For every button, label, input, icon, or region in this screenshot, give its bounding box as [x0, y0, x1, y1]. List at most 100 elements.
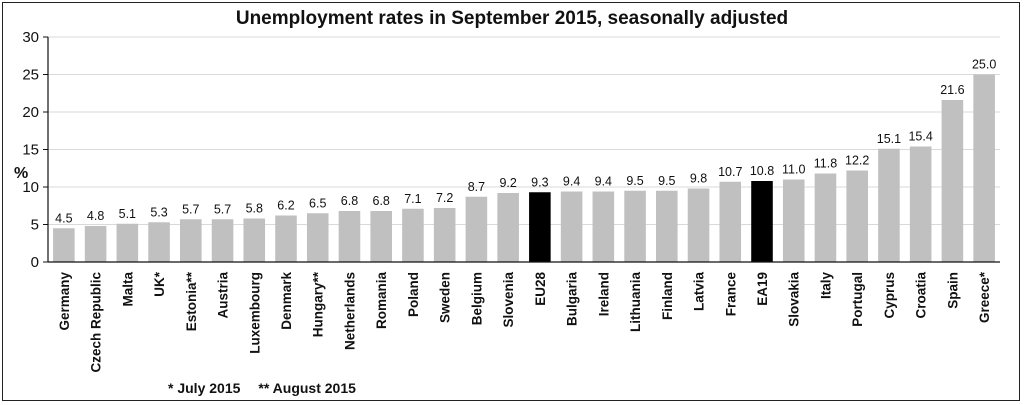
bar-netherlands: [338, 211, 361, 262]
x-tick-label: Croatia: [914, 272, 929, 319]
bar-ea19: [751, 181, 773, 262]
x-tick-label: Spain: [945, 272, 960, 309]
x-tick-label: Malta: [120, 272, 135, 307]
data-label: 10.8: [750, 164, 774, 178]
data-label: 5.8: [246, 202, 263, 216]
bar-belgium: [465, 196, 488, 262]
x-tick-label: Germany: [57, 272, 72, 331]
bar-ireland: [592, 191, 615, 262]
bar-croatia: [909, 146, 932, 262]
y-tick-label: 5: [31, 217, 39, 234]
x-tick-label: Luxembourg: [247, 272, 262, 354]
x-tick-label: Hungary**: [311, 271, 326, 337]
bar-hungary: [306, 213, 329, 262]
data-label: 9.5: [658, 174, 675, 188]
data-label: 10.7: [718, 165, 742, 179]
x-tick-label: Slovakia: [787, 272, 802, 327]
data-label: 6.5: [309, 196, 326, 210]
bar-denmark: [275, 215, 297, 262]
y-axis-label: %: [14, 165, 28, 182]
bar-spain: [941, 100, 964, 262]
data-label: 5.7: [214, 202, 231, 216]
x-tick-label: France: [723, 272, 738, 317]
gridlines: [48, 36, 1000, 225]
bar-eu28: [529, 192, 551, 262]
bar-bulgaria: [560, 191, 583, 262]
data-label: 9.2: [499, 176, 516, 190]
x-tick-label: Finland: [660, 272, 675, 320]
x-tick-label: Czech Republic: [89, 272, 104, 373]
data-label: 9.4: [563, 175, 580, 189]
data-label: 5.3: [150, 205, 167, 219]
y-tick-label: 20: [22, 104, 39, 121]
data-label: 5.1: [119, 207, 136, 221]
y-tick-label: 25: [22, 67, 39, 84]
y-tick-label: 30: [22, 29, 39, 46]
bar-greece: [973, 74, 995, 262]
data-label: 9.4: [595, 175, 612, 189]
x-tick-label: EU28: [533, 272, 548, 306]
y-tick-label: 10: [22, 179, 39, 196]
data-labels: 4.5 4.8 5.1 5.3 5.7 5.7 5.8 6.2 6.5 6.8 6.8 7.1 7.2 8…: [55, 58, 996, 226]
x-tick-label: Greece*: [977, 271, 992, 323]
y-tick-label: 15: [22, 142, 39, 159]
data-label: 4.8: [87, 209, 104, 223]
data-label: 15.1: [877, 132, 901, 146]
bar-malta: [116, 223, 139, 262]
x-tick-label: Sweden: [438, 272, 453, 323]
bar-portugal: [846, 170, 868, 262]
bar-germany: [53, 228, 75, 262]
data-label: 25.0: [972, 58, 996, 72]
bar-slovenia: [497, 193, 519, 262]
bar-finland: [656, 190, 678, 262]
bar-france: [719, 181, 742, 262]
data-label: 11.8: [814, 157, 837, 171]
data-label: 6.8: [373, 194, 390, 208]
bar-estonia: [180, 219, 202, 262]
data-label: 7.1: [404, 192, 421, 206]
data-label: 6.2: [277, 199, 294, 213]
bar-slovakia: [782, 179, 805, 262]
x-tick-label: Romania: [374, 272, 389, 330]
axes: 0 5 10 15 20 25 30: [22, 29, 1000, 271]
data-label: 6.8: [341, 194, 358, 208]
footnote-july: * July 2015: [168, 380, 241, 396]
x-tick-label: Poland: [406, 272, 421, 317]
bars: [53, 74, 995, 262]
bar-lithuania: [624, 190, 646, 262]
x-tick-label: Lithuania: [628, 272, 643, 332]
data-label: 21.6: [940, 83, 964, 97]
x-tick-label: Netherlands: [342, 272, 357, 350]
bar-romania: [370, 211, 392, 262]
x-tick-label: Belgium: [469, 272, 484, 325]
data-label: 9.5: [626, 174, 643, 188]
x-tick-label: Austria: [216, 272, 231, 319]
x-tick-label: Bulgaria: [565, 272, 580, 327]
bar-latvia: [687, 188, 710, 262]
data-label: 9.8: [690, 172, 707, 186]
footnote-august: ** August 2015: [258, 380, 356, 396]
bar-sweden: [433, 208, 456, 262]
x-tick-label: UK*: [152, 271, 167, 296]
chart-title: Unemployment rates in September 2015, se…: [235, 8, 789, 29]
bar-luxembourg: [243, 218, 266, 262]
data-label: 5.7: [182, 202, 199, 216]
x-tick-label: Italy: [818, 272, 833, 300]
x-tick-label: Ireland: [596, 272, 611, 316]
x-tick-label: EA19: [755, 272, 770, 306]
bar-czech-republic: [84, 226, 107, 262]
data-label: 15.4: [908, 130, 932, 144]
x-tick-label: Latvia: [692, 272, 707, 312]
data-label: 8.7: [468, 180, 485, 194]
data-label: 12.2: [845, 154, 869, 168]
bar-poland: [402, 208, 424, 262]
data-label: 9.3: [531, 175, 548, 189]
x-tick-label: Cyprus: [882, 272, 897, 319]
category-labels: Germany Czech Republic Malta UK* Estonia** Au…: [57, 271, 992, 372]
bar-italy: [814, 173, 837, 262]
data-label: 4.5: [55, 211, 72, 225]
footnotes: * July 2015 ** August 2015: [168, 380, 374, 396]
bar-uk: [148, 222, 170, 262]
data-label: 7.2: [436, 191, 453, 205]
